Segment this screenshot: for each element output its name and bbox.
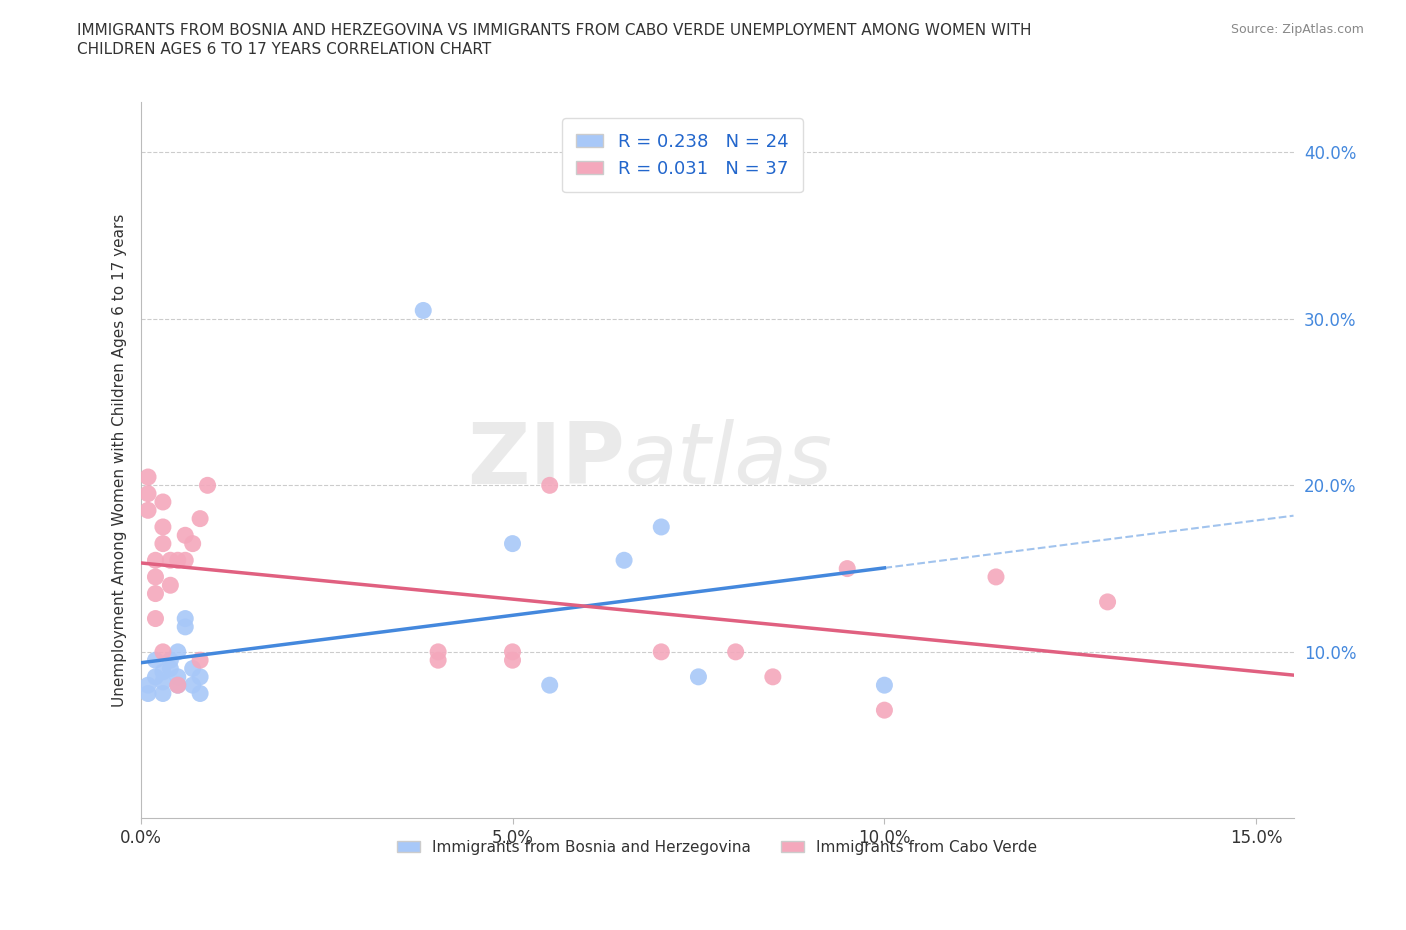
Point [538,478,561,493]
Point [152,520,174,535]
Point [136,686,159,701]
Point [188,670,211,684]
Point [174,611,197,626]
Point [166,670,188,684]
Point [188,512,211,526]
Point [181,661,204,676]
Point [152,537,174,551]
Point [145,653,167,668]
Point [984,569,1007,584]
Point [412,303,434,318]
Point [145,569,167,584]
Point [145,670,167,684]
Point [1097,594,1119,609]
Point [136,678,159,693]
Point [159,661,181,676]
Point [762,670,785,684]
Point [188,686,211,701]
Point [873,703,896,718]
Point [166,678,188,693]
Point [427,653,450,668]
Point [197,478,219,493]
Point [152,644,174,659]
Point [174,552,197,567]
Point [159,578,181,592]
Point [613,552,636,567]
Point [538,678,561,693]
Point [188,653,211,668]
Point [152,664,174,679]
Legend: Immigrants from Bosnia and Herzegovina, Immigrants from Cabo Verde: Immigrants from Bosnia and Herzegovina, … [391,833,1043,861]
Point [159,552,181,567]
Point [136,486,159,501]
Point [502,653,524,668]
Point [166,552,188,567]
Text: CHILDREN AGES 6 TO 17 YEARS CORRELATION CHART: CHILDREN AGES 6 TO 17 YEARS CORRELATION … [77,42,492,57]
Point [159,653,181,668]
Point [145,611,167,626]
Text: ZIP: ZIP [467,418,624,502]
Point [502,644,524,659]
Point [502,537,524,551]
Point [873,678,896,693]
Y-axis label: Unemployment Among Women with Children Ages 6 to 17 years: Unemployment Among Women with Children A… [111,214,127,707]
Point [152,495,174,510]
Text: IMMIGRANTS FROM BOSNIA AND HERZEGOVINA VS IMMIGRANTS FROM CABO VERDE UNEMPLOYMEN: IMMIGRANTS FROM BOSNIA AND HERZEGOVINA V… [77,23,1032,38]
Point [145,552,167,567]
Point [837,561,859,576]
Point [152,674,174,689]
Point [145,586,167,601]
Point [166,678,188,693]
Point [174,528,197,543]
Point [688,670,710,684]
Point [650,644,672,659]
Point [724,644,747,659]
Point [650,520,672,535]
Point [166,644,188,659]
Point [181,537,204,551]
Point [181,678,204,693]
Point [152,686,174,701]
Text: atlas: atlas [624,418,832,502]
Text: Source: ZipAtlas.com: Source: ZipAtlas.com [1230,23,1364,36]
Point [174,619,197,634]
Point [427,644,450,659]
Point [136,503,159,518]
Point [136,470,159,485]
